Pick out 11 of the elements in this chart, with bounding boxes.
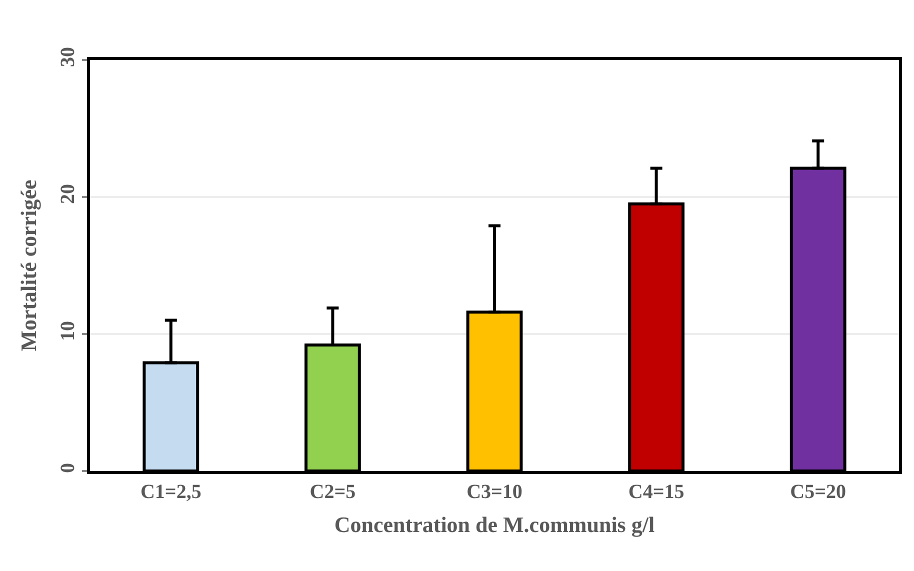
x-axis-title: Concentration de M.communis g/l — [334, 512, 655, 537]
y-tick-label: 30 — [57, 47, 79, 67]
y-tick-label: 10 — [57, 321, 79, 341]
x-tick-label: C3=10 — [466, 481, 522, 503]
y-tick-label: 20 — [57, 184, 79, 204]
y-axis-title: Mortalité corrigée — [16, 179, 41, 352]
x-tick-label: C1=2,5 — [140, 481, 202, 503]
x-tick-label: C5=20 — [790, 481, 846, 503]
y-tick-label: 0 — [57, 463, 79, 473]
x-tick-label: C4=15 — [628, 481, 684, 503]
x-tick-label: C2=5 — [310, 481, 356, 503]
